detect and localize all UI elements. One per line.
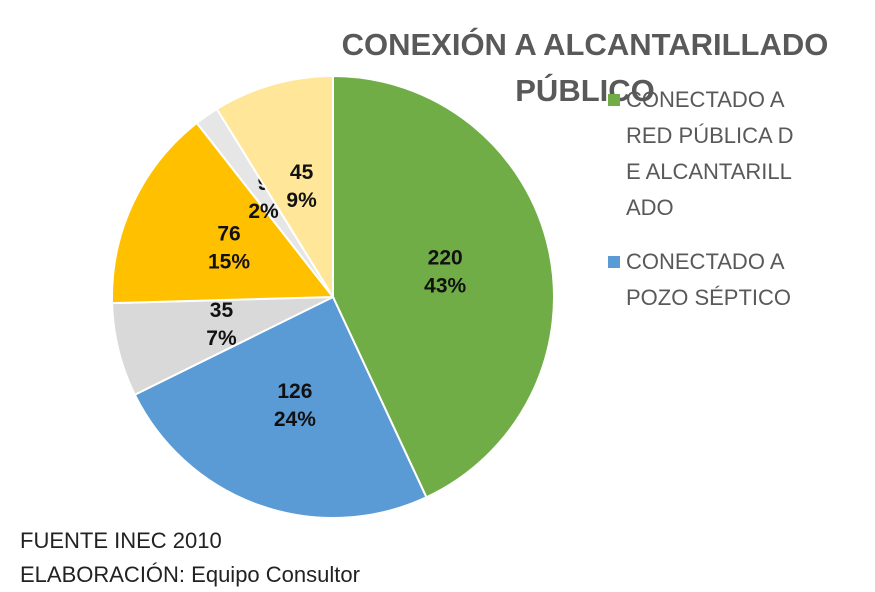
legend: CONECTADO A RED PÚBLICA DE ALCANTARILLAD…	[604, 82, 804, 334]
slice-value-label: 45	[290, 161, 314, 184]
slice-percent-label: 15%	[208, 251, 250, 274]
source-note: FUENTE INEC 2010	[20, 528, 222, 553]
slice-value-label: 126	[277, 380, 312, 403]
pie-slice	[215, 74, 334, 301]
chart-title: CONEXIÓN A ALCANTARILLADO PÚBLICO	[341, 27, 829, 108]
slice-value-label: 35	[210, 299, 234, 322]
legend-label: CONECTADO A RED PÚBLICA DE ALCANTARILLAD…	[626, 87, 794, 220]
credit-note: ELABORACIÓN: Equipo Consultor	[20, 562, 360, 587]
legend-entry: CONECTADO A RED PÚBLICA DE ALCANTARILLAD…	[604, 82, 804, 226]
legend-swatch	[608, 94, 620, 106]
legend-swatch	[608, 256, 620, 268]
pie-slice	[332, 74, 555, 499]
slice-percent-label: 9%	[286, 189, 317, 212]
slice-value-label: 76	[217, 223, 240, 246]
slice-percent-label: 43%	[424, 275, 466, 298]
legend-entry: CONECTADO A POZO SÉPTICO	[604, 244, 804, 316]
slice-percent-label: 7%	[206, 327, 237, 350]
pie-slice	[133, 295, 428, 519]
slice-value-label: 220	[428, 247, 463, 270]
pie-slice	[111, 121, 336, 305]
legend-label: CONECTADO A POZO SÉPTICO	[626, 249, 792, 310]
slice-percent-label: 2%	[248, 200, 279, 223]
slice-percent-label: 24%	[274, 408, 316, 431]
